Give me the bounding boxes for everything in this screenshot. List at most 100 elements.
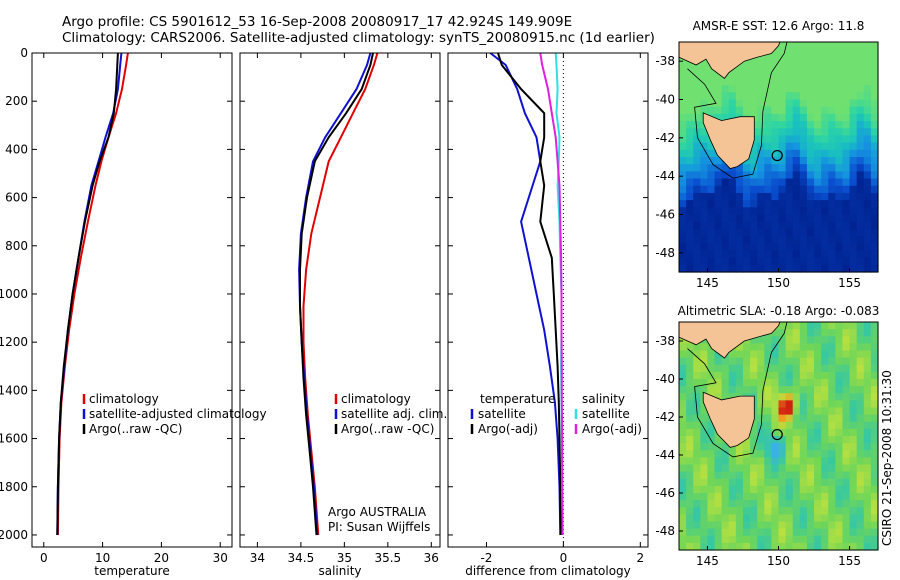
map-cell — [721, 450, 730, 458]
map-cell — [707, 478, 716, 487]
map-cell — [863, 336, 872, 344]
profile-location-marker — [771, 428, 783, 441]
map-cell — [757, 535, 765, 544]
map-cell — [821, 343, 829, 352]
map-cell — [792, 457, 801, 466]
map-cell — [693, 157, 701, 165]
map-cell — [686, 542, 694, 551]
map-cell — [757, 257, 765, 266]
map-cell — [707, 243, 716, 252]
map-cell — [686, 485, 694, 494]
map-cell — [863, 92, 872, 101]
map-cell — [814, 343, 822, 352]
map-cell — [863, 164, 872, 172]
map-cell — [679, 514, 687, 523]
map-cell — [849, 336, 858, 344]
map-cell — [778, 207, 787, 216]
map-cell — [735, 164, 744, 172]
map-cell — [863, 436, 872, 444]
map-cell — [785, 70, 794, 79]
map-cell — [750, 192, 758, 201]
map-cell — [828, 49, 836, 57]
map-cell — [707, 70, 716, 79]
map-cell — [814, 164, 822, 172]
map-cell — [792, 185, 801, 194]
map-cell — [707, 450, 716, 458]
map-cell — [785, 464, 794, 473]
map-cell — [714, 528, 723, 537]
map-cell — [842, 364, 851, 373]
map-cell — [750, 343, 758, 352]
map-cell — [700, 221, 709, 230]
map-cell — [821, 149, 829, 158]
map-cell — [679, 450, 687, 458]
series-line-temperature-2 — [56, 52, 119, 536]
map-cell — [835, 99, 844, 108]
map-cell — [728, 99, 737, 108]
map-cell — [778, 236, 787, 244]
map-cell — [771, 364, 780, 373]
map-cell — [764, 250, 772, 259]
map-cell — [792, 264, 801, 273]
y-tick-label: 600 — [5, 191, 28, 205]
map-cell — [757, 471, 765, 480]
map-cell — [728, 379, 737, 387]
map-cell — [742, 250, 751, 259]
map-cell — [856, 77, 865, 86]
map-cell — [806, 85, 815, 93]
map-cell — [764, 264, 772, 273]
map-cell — [842, 485, 851, 494]
map-cell — [686, 400, 694, 409]
map-cell — [750, 485, 758, 494]
map-cell — [828, 185, 836, 194]
map-cell — [686, 164, 694, 172]
map-cell — [863, 471, 872, 480]
map-cell — [828, 542, 836, 551]
map-cell — [821, 42, 829, 50]
map-cell — [679, 70, 687, 79]
map-cell — [828, 99, 836, 108]
map-cell — [856, 414, 865, 423]
map-cell — [828, 121, 836, 129]
y-tick-label: -46 — [655, 208, 675, 222]
map-cell — [735, 493, 744, 501]
map-cell — [721, 185, 730, 194]
map-cell — [821, 63, 829, 72]
map-cell — [714, 185, 723, 194]
map-cell — [679, 178, 687, 187]
map-cell — [750, 507, 758, 515]
map-cell — [828, 228, 836, 237]
map-cell — [778, 336, 787, 344]
legend-label: satellite-adjusted climatology — [89, 407, 267, 421]
map-cell — [835, 70, 844, 79]
map-cell — [806, 542, 815, 551]
map-cell — [849, 135, 858, 144]
map-cell — [728, 178, 737, 187]
axes-frame — [239, 52, 441, 548]
map-cell — [750, 464, 758, 473]
map-cell — [750, 257, 758, 266]
map-cell — [799, 443, 808, 451]
map-cell — [686, 393, 694, 401]
map-cell — [700, 443, 709, 451]
map-cell — [679, 121, 687, 129]
map-cell — [849, 507, 858, 515]
map-cell — [700, 500, 709, 508]
map-cell — [700, 421, 709, 430]
map-cell — [679, 214, 687, 223]
map-cell — [799, 257, 808, 266]
map-cell — [856, 70, 865, 79]
map-cell — [814, 214, 822, 223]
map-cell — [742, 457, 751, 466]
map-cell — [757, 250, 765, 259]
map-cell — [821, 192, 829, 201]
map-cell — [750, 371, 758, 380]
map-cell — [799, 178, 808, 187]
map-cell — [814, 407, 822, 416]
map-cell — [849, 478, 858, 487]
map-cell — [764, 92, 772, 101]
map-cell — [842, 386, 851, 394]
map-cell — [757, 56, 765, 65]
map-cell — [757, 228, 765, 237]
map-cell — [707, 99, 716, 108]
